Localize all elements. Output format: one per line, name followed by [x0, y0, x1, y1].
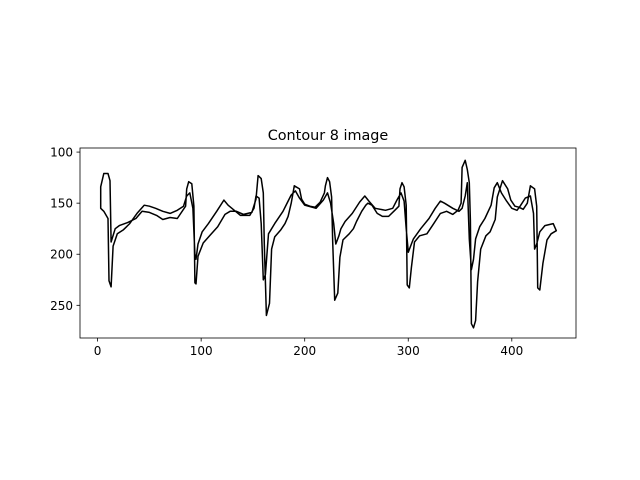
y-tick-label: 200 — [50, 248, 73, 262]
x-tick-label: 300 — [397, 344, 420, 358]
plot-frame — [79, 147, 577, 339]
y-tick-label: 100 — [50, 146, 73, 160]
x-tick-label: 200 — [293, 344, 316, 358]
x-tick-label: 400 — [500, 344, 523, 358]
series-layer — [99, 159, 558, 329]
x-tick-label: 0 — [94, 344, 102, 358]
axes-layer: 0 100 200 300 400 100 150 200 250 — [50, 146, 577, 358]
y-tick-label: 250 — [50, 299, 73, 313]
x-tick-label: 100 — [190, 344, 213, 358]
contour-line-0 — [99, 159, 558, 329]
y-tick-label: 150 — [50, 197, 73, 211]
chart-title: Contour 8 image — [268, 128, 389, 144]
